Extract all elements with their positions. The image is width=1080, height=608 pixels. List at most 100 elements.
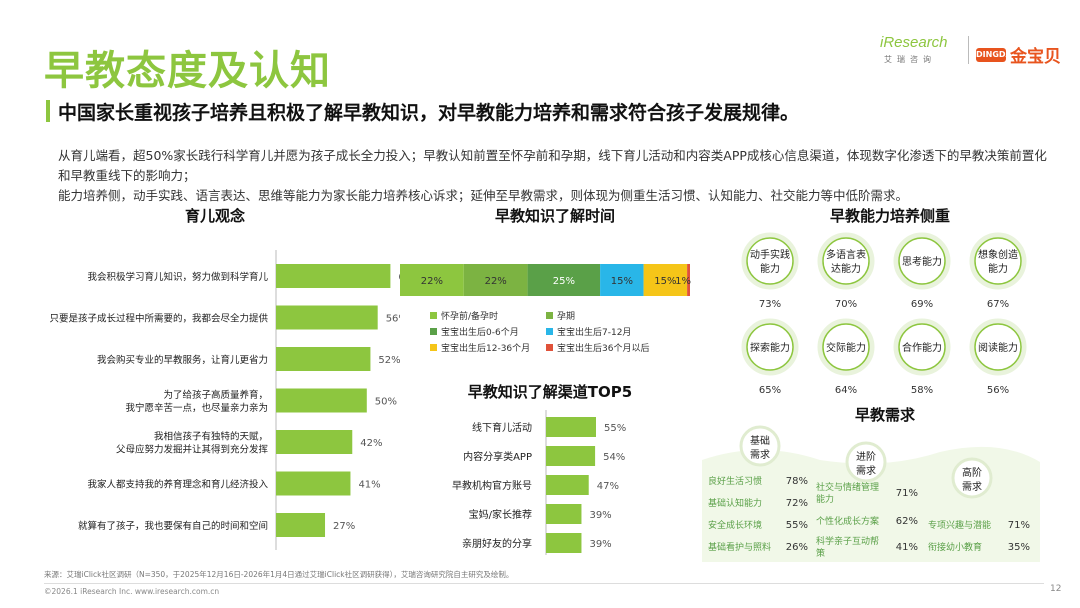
chart-timing-title: 早教知识了解时间 [494,207,615,225]
need-item-value-0-2: 55% [786,520,808,531]
chart-parenting-views: 我会积极学习育儿知识，努力做到科学育儿 63% 只要是孩子成长过程中所需要的，我都会… [49,250,400,550]
need-item-label-2-1-0: 衔接幼小教育 [928,541,982,553]
ability-circle-2 [898,237,946,285]
need-level-name-0-1: 需求 [750,449,770,461]
need-level-name-0-0: 基础 [750,434,770,447]
logo-divider [968,36,969,64]
channel-value-3: 39% [589,510,611,521]
parenting-value-4: 42% [360,438,382,449]
channel-value-0: 55% [604,423,626,434]
need-item-label-0-0-0: 良好生活习惯 [708,475,762,487]
iresearch-logo-cn: 艾瑞咨询 [884,55,936,64]
subtitle-accent-bar [46,100,50,122]
need-item-value-0-3: 26% [786,542,808,553]
ability-value-6: 58% [911,385,933,395]
need-level-circle-1 [845,441,887,483]
ability-name-0-0: 动手实践 [750,248,790,261]
jinbaobei-name: 金宝贝 [1010,47,1061,67]
ability-name-3-0: 想象创造 [978,248,1018,261]
timing-value-5: 1% [675,276,691,287]
channel-label-0: 线下育儿活动 [472,421,532,434]
channel-bar-1 [546,446,596,466]
parenting-label-3-0: 为了给孩子高质量养育， [163,389,268,401]
description-para-1: 从育儿端看，超50%家长践行科学育儿并愿为孩子成长全力投入；早教认知前置至怀孕前… [58,148,1047,183]
channel-bar-2 [546,475,589,495]
need-item-label-1-0-1: 能力 [816,493,834,505]
parenting-value-6: 27% [333,521,355,532]
channel-label-4: 亲朋好友的分享 [462,537,532,550]
description: 从育儿端看，超50%家长践行科学育儿并愿为孩子成长全力投入；早教认知前置至怀孕前… [58,146,1048,206]
need-item-value-0-0: 78% [786,476,808,487]
need-item-label-1-0-0: 社交与情绪管理 [816,481,879,493]
parenting-bar-2 [276,347,371,371]
timing-value-0: 22% [421,276,443,287]
ability-circle-7 [974,323,1022,371]
ability-name-5-0: 交际能力 [826,341,866,354]
need-item-label-0-1-0: 基础认知能力 [708,497,762,509]
need-level-circle-2 [951,457,993,499]
timing-value-1: 22% [485,276,507,287]
ability-value-3: 67% [987,299,1009,310]
parenting-value-2: 52% [378,355,400,366]
parenting-bar-0 [276,264,391,288]
need-level-name-2-1: 需求 [962,481,982,493]
parenting-label-2-0: 我会购买专业的早教服务，让育儿更省力 [97,354,268,366]
timing-segment-0 [400,264,464,296]
parenting-label-5-0: 我家人都支持我的养育理念和育儿经济投入 [87,479,268,491]
timing-legend-swatch-3 [546,328,553,335]
chart-parenting-title: 育儿观念 [184,207,245,225]
need-item-value-1-2: 41% [896,542,918,553]
chart-knowledge-channels: 线下育儿活动 55% 内容分享类APP 54% 早教机构官方账号 47% 宝妈/家长推荐 39… [452,410,626,555]
ability-value-7: 56% [987,385,1009,395]
ability-name-0-1: 能力 [760,262,780,275]
ability-circle-4 [746,323,794,371]
iresearch-logo-name: iResearch [880,34,948,51]
need-item-label-1-2-1: 策 [816,547,825,559]
need-item-label-1-1-0: 个性化成长方案 [816,515,879,527]
timing-legend-swatch-0 [430,312,437,319]
ability-name-3-1: 能力 [988,262,1008,275]
ability-circle-1 [822,237,870,285]
channel-bar-4 [546,533,582,553]
abilities-title: 早教能力培养侧重 [829,207,950,225]
ability-name-6-0: 合作能力 [902,341,942,354]
need-item-label-0-3-0: 基础看护与照料 [708,541,771,553]
footer-source: 来源：艾瑞iClick社区调研（N=350，于2025年12月16日-2026年… [44,570,514,579]
need-item-value-1-0: 71% [896,488,918,499]
channel-label-2: 早教机构官方账号 [452,479,532,492]
timing-segment-4 [643,264,688,296]
channel-value-2: 47% [597,481,619,492]
timing-legend-swatch-4 [430,344,437,351]
ability-circle-0 [746,237,794,285]
need-item-value-0-1: 72% [786,498,808,509]
timing-legend-label-1: 孕期 [557,311,575,322]
ability-value-4: 65% [759,385,781,395]
page-subtitle: 中国家长重视孩子培养且积极了解早教知识，对早教能力培养和需求符合孩子发展规律。 [58,102,800,124]
timing-legend-swatch-2 [430,328,437,335]
timing-value-2: 25% [553,276,575,287]
timing-legend-swatch-5 [546,344,553,351]
need-item-label-2-0-0: 专项兴趣与潜能 [928,519,991,531]
footer-copyright: ©2026.1 iResearch Inc. www.iresearch.com… [44,587,220,596]
ability-circle-6 [898,323,946,371]
timing-segment-3 [600,264,644,296]
parenting-value-1: 56% [386,314,400,325]
parenting-bar-3 [276,388,367,413]
timing-segment-5 [687,264,690,296]
timing-value-4: 15% [654,276,676,287]
parenting-label-6-0: 就算有了孩子，我也要保有自己的时间和空间 [78,520,268,532]
need-item-label-1-2-0: 科学亲子互动帮 [816,535,879,547]
channel-value-4: 39% [589,539,611,550]
ability-name-2-0: 思考能力 [902,255,942,268]
parenting-bar-6 [276,513,326,537]
page-title: 早教态度及认知 [44,48,331,94]
ability-circle-3 [974,237,1022,285]
parenting-label-1-0: 只要是孩子成长过程中所需要的，我都会尽全力提供 [49,313,268,325]
parenting-bar-1 [276,305,378,330]
chart-channels-title: 早教知识了解渠道TOP5 [467,383,633,401]
ability-circle-5 [822,323,870,371]
channel-value-1: 54% [603,452,625,463]
